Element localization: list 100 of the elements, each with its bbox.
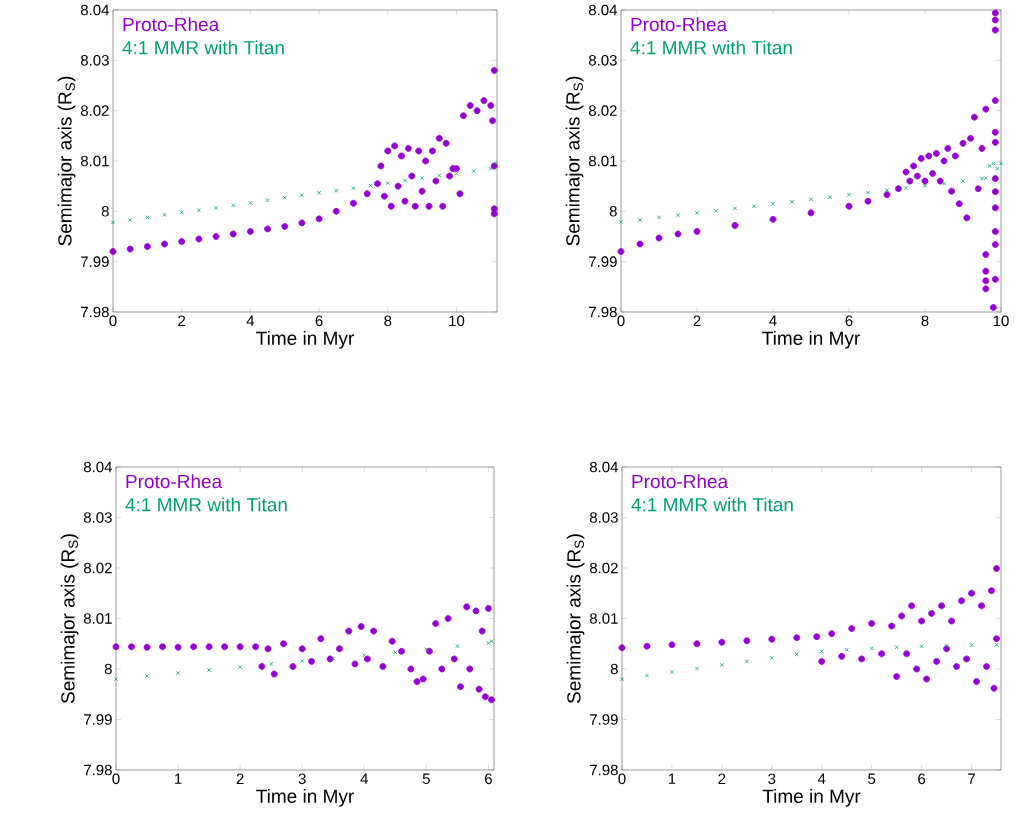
point: [982, 277, 990, 285]
point: [913, 665, 921, 673]
point: [978, 602, 985, 610]
y-tick-label: 8.01: [83, 613, 112, 624]
point: [161, 240, 168, 248]
point: [933, 150, 940, 157]
point: [282, 195, 287, 200]
point: [109, 248, 117, 255]
point: [895, 185, 902, 193]
point: [113, 676, 119, 682]
point: [478, 627, 486, 635]
point: [938, 602, 945, 610]
point: [952, 152, 959, 160]
point: [345, 627, 353, 635]
point: [941, 181, 947, 186]
point: [973, 678, 980, 686]
y-tick-label: 8.04: [589, 461, 619, 473]
point: [845, 202, 853, 210]
y-axis-title: Semimajor axis (R$_{S}$): [60, 534, 79, 704]
point: [914, 172, 921, 180]
point: [993, 565, 1000, 572]
point: [694, 666, 699, 671]
point: [391, 142, 399, 150]
point: [351, 660, 359, 668]
y-tick-label: 8.03: [588, 55, 617, 66]
point: [174, 643, 182, 651]
point: [112, 643, 120, 651]
point: [994, 642, 999, 647]
point: [144, 673, 150, 679]
point: [207, 667, 212, 673]
point: [252, 643, 260, 651]
point: [991, 16, 999, 24]
point: [175, 670, 181, 676]
text: Proto-Rhea: [123, 17, 220, 32]
point: [413, 678, 421, 686]
point: [379, 663, 387, 670]
point: [212, 233, 220, 240]
point: [387, 202, 395, 210]
text: 4:1 MMR with Titan: [125, 497, 287, 512]
point: [195, 235, 203, 243]
point: [944, 643, 949, 648]
point: [884, 188, 890, 193]
point: [991, 97, 999, 104]
point: [265, 198, 270, 203]
point: [744, 659, 749, 664]
x-tick-label: 6: [845, 315, 853, 327]
point: [674, 230, 682, 238]
point: [350, 199, 357, 207]
point: [213, 205, 219, 210]
y-tick-label: 8.04: [80, 4, 110, 16]
point: [813, 633, 821, 641]
text: Proto-Rhea: [126, 474, 223, 489]
point: [990, 684, 998, 692]
point: [751, 204, 757, 209]
point: [794, 652, 799, 657]
y-tick-label: 7.99: [589, 256, 617, 267]
point: [336, 645, 343, 653]
x-tick-label: 6: [485, 773, 492, 785]
point: [955, 200, 963, 208]
point: [983, 176, 988, 181]
point: [838, 652, 846, 660]
point: [719, 662, 724, 668]
point: [110, 220, 116, 225]
x-tick-label: 0: [618, 773, 626, 785]
text: Proto-Rhea: [632, 474, 729, 489]
point: [846, 192, 852, 197]
point: [668, 641, 676, 649]
x-tick-label: 5: [422, 773, 430, 784]
x-tick-label: 2: [236, 773, 244, 784]
text: Proto-Rhea: [631, 17, 728, 32]
x-tick-label: 1: [668, 773, 676, 784]
point: [807, 209, 815, 217]
point: [618, 644, 626, 652]
point: [481, 693, 489, 701]
point: [617, 248, 625, 255]
point: [948, 187, 955, 195]
point: [463, 603, 471, 611]
point: [466, 102, 474, 110]
point: [270, 670, 278, 678]
point: [424, 647, 429, 652]
x-axis-title: Time in Myr: [256, 331, 354, 349]
x-axis-title: Time in Myr: [762, 789, 861, 807]
y-tick-label: 8: [609, 206, 617, 217]
y-tick-label: 7.99: [81, 256, 109, 267]
x-tick-label: 1: [175, 773, 182, 784]
point: [827, 195, 833, 200]
point: [908, 602, 916, 610]
point: [315, 215, 323, 223]
point: [883, 191, 891, 199]
point: [864, 197, 872, 205]
point: [480, 97, 488, 104]
point: [238, 664, 243, 670]
y-tick-label: 7.99: [84, 714, 112, 725]
point: [995, 166, 1000, 171]
point: [655, 234, 663, 242]
point: [398, 152, 405, 160]
y-tick-label: 7.99: [590, 714, 618, 725]
point: [693, 228, 701, 235]
point: [991, 175, 999, 183]
point: [398, 647, 405, 655]
